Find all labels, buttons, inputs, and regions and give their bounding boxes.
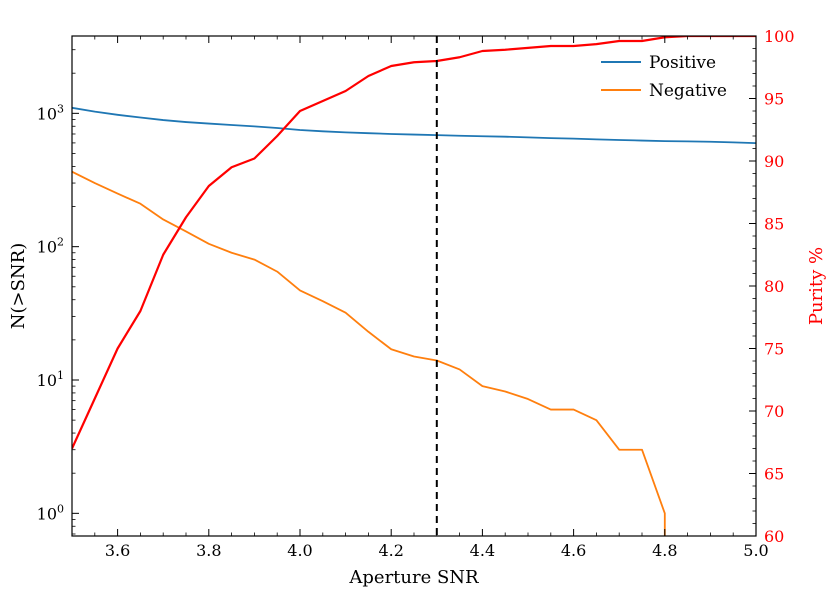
x-tick-label: 4.8 [652, 541, 677, 560]
legend-label-positive: Positive [649, 53, 716, 73]
x-tick-label: 4.2 [378, 541, 403, 560]
x-tick-label: 4.0 [287, 541, 312, 560]
y-left-axis-label: N(>SNR) [8, 243, 29, 330]
y-left-tick-label: 103 [37, 102, 64, 123]
x-axis-label: Aperture SNR [348, 567, 479, 588]
series-line-negative [72, 170, 666, 536]
y-right-tick-label: 85 [764, 215, 784, 234]
plot-area [72, 36, 756, 536]
series-line-purity [72, 36, 756, 449]
x-tick-label: 5.0 [743, 541, 768, 560]
x-tick-label: 4.6 [561, 541, 586, 560]
y-right-tick-label: 100 [764, 27, 795, 46]
y-left-tick-label: 100 [37, 502, 64, 523]
legend-label-negative: Negative [649, 81, 727, 101]
y-right-tick-label: 90 [764, 152, 784, 171]
y-right-tick-label: 80 [764, 277, 784, 296]
y-right-tick-label: 60 [764, 527, 784, 546]
series-line-positive [72, 106, 756, 145]
plot-frame [71, 35, 757, 537]
x-tick-label: 3.8 [196, 541, 221, 560]
axis-ticks [71, 35, 757, 537]
x-tick-label: 4.4 [470, 541, 495, 560]
y-right-axis-label: Purity % [806, 247, 827, 325]
y-right-tick-label: 75 [764, 340, 784, 359]
y-right-tick-label: 65 [764, 465, 784, 484]
x-tick-label: 3.6 [105, 541, 130, 560]
y-left-tick-label: 101 [37, 369, 64, 390]
axis-labels: 3.6 3.8 4.0 4.2 4.4 4.6 4.8 5.0 100 101 102 103 60 65… [37, 27, 795, 560]
legend: Positive Negative [601, 53, 727, 101]
y-right-tick-label: 95 [764, 90, 784, 109]
y-left-tick-label: 102 [37, 236, 64, 257]
y-right-tick-label: 70 [764, 402, 784, 421]
